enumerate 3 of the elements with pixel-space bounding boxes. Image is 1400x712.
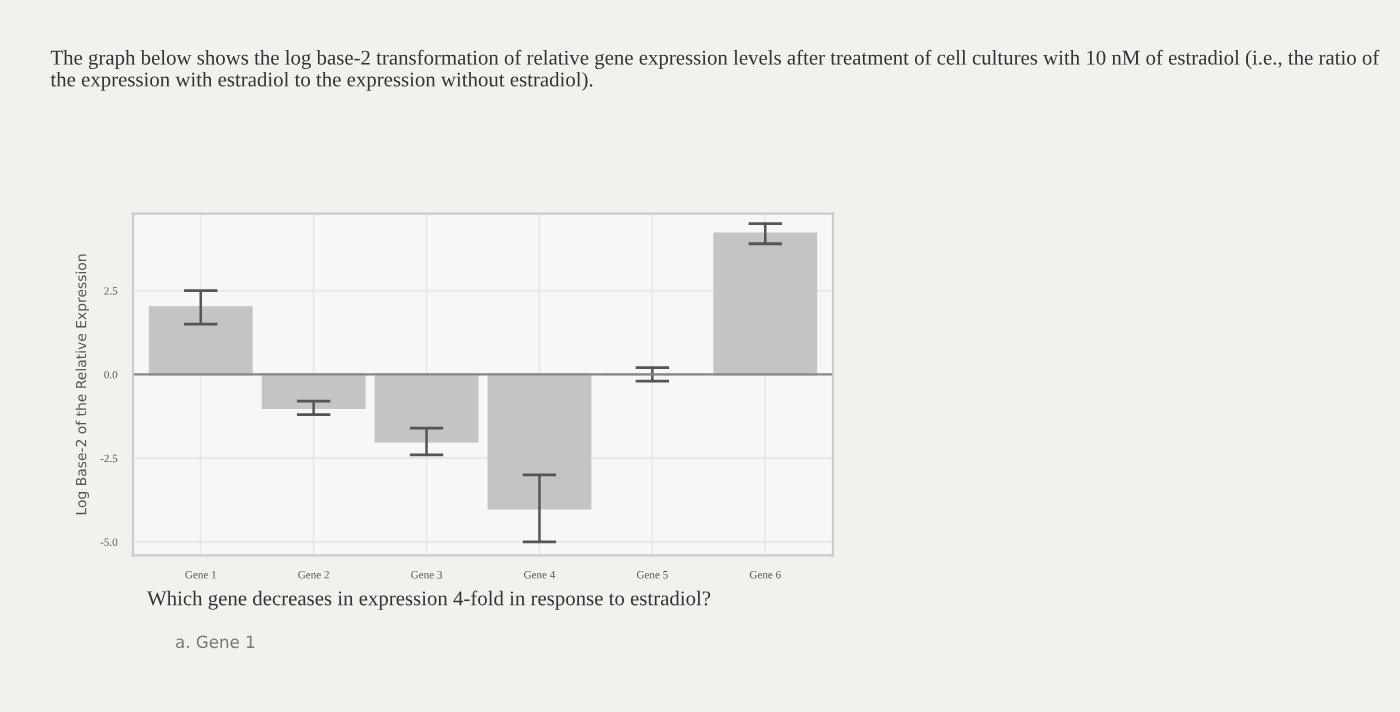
text: Which gene decreases in expression 4-fold in response to estradiol?	[147, 590, 711, 610]
text: a. Gene 1	[176, 635, 255, 649]
chart-title: The graph below shows the log base-2 transformation of relative gene expression levels after treatment of cell cultures with 10 nM of estradiol (i.e., the ratio of the expression with estradiol to the expression without estradiol).	[50, 49, 1380, 91]
